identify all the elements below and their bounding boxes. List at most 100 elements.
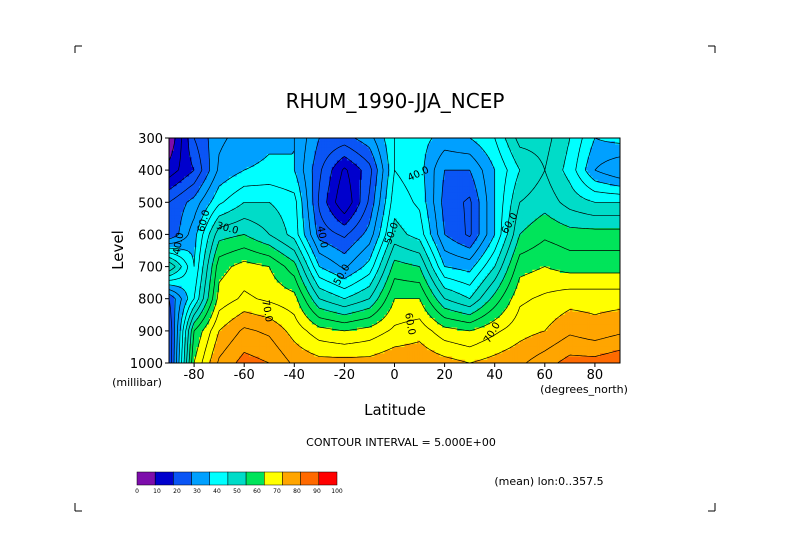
field-cell — [389, 218, 393, 223]
field-cell — [349, 215, 353, 219]
field-cell — [562, 202, 566, 207]
field-cell — [502, 170, 506, 174]
field-cell — [301, 141, 305, 146]
field-cell — [507, 179, 511, 184]
field-cell — [589, 141, 594, 146]
field-cell — [504, 147, 508, 152]
field-cell — [214, 215, 218, 219]
field-cell — [399, 202, 403, 207]
field-cell — [522, 199, 526, 203]
field-cell — [402, 189, 406, 194]
field-cell — [477, 166, 481, 171]
field-cell — [612, 138, 616, 142]
field-cell — [261, 218, 265, 223]
field-cell — [612, 215, 616, 219]
field-cell — [261, 189, 265, 194]
field-cell — [356, 186, 361, 191]
field-cell — [504, 183, 508, 187]
field-cell — [254, 192, 258, 197]
field-cell — [379, 141, 383, 146]
field-cell — [209, 192, 213, 197]
field-cell — [234, 138, 238, 142]
field-cell — [284, 199, 288, 203]
field-cell — [331, 205, 335, 210]
field-cell — [204, 141, 208, 146]
field-cell — [349, 208, 353, 213]
field-cell — [389, 138, 393, 142]
field-cell — [346, 176, 350, 181]
field-cell — [204, 150, 208, 155]
field-cell — [229, 215, 233, 219]
field-cell — [457, 186, 461, 191]
field-cell — [394, 224, 398, 229]
field-cell — [589, 147, 594, 152]
field-cell — [554, 154, 558, 158]
field-cell — [214, 166, 218, 171]
field-cell — [319, 224, 323, 229]
field-cell — [419, 166, 423, 171]
field-cell — [514, 160, 518, 165]
field-cell — [447, 176, 451, 181]
field-cell — [552, 170, 556, 174]
field-cell — [291, 147, 295, 152]
field-cell — [294, 215, 298, 219]
field-cell — [449, 138, 453, 142]
field-cell — [256, 150, 260, 155]
field-cell — [329, 179, 333, 184]
field-cell — [594, 163, 599, 168]
field-cell — [454, 221, 458, 226]
field-cell — [369, 150, 373, 155]
field-cell — [336, 176, 340, 181]
field-cell — [477, 154, 481, 158]
field-cell — [499, 141, 503, 146]
field-cell — [374, 205, 378, 210]
field-cell — [316, 138, 320, 142]
field-cell — [196, 160, 200, 165]
field-cell — [219, 154, 223, 158]
field-cell — [527, 195, 531, 200]
field-cell — [614, 138, 619, 142]
field-cell — [244, 224, 248, 229]
field-cell — [271, 147, 275, 152]
field-cell — [224, 147, 228, 152]
field-cell — [349, 147, 353, 152]
field-cell — [562, 157, 566, 162]
field-cell — [614, 170, 619, 174]
field-cell — [509, 176, 513, 181]
field-cell — [552, 202, 556, 207]
field-cell — [281, 173, 285, 178]
field-cell — [211, 150, 215, 155]
field-cell — [289, 141, 293, 146]
field-cell — [249, 195, 253, 200]
field-cell — [354, 221, 358, 226]
field-cell — [497, 144, 501, 149]
field-cell — [346, 224, 350, 229]
field-cell — [331, 186, 335, 191]
field-cell — [276, 147, 280, 152]
field-cell — [542, 144, 546, 149]
field-cell — [459, 170, 463, 174]
field-cell — [399, 154, 403, 158]
field-cell — [404, 192, 408, 197]
field-cell — [419, 138, 423, 142]
field-cell — [251, 138, 255, 142]
field-cell — [366, 173, 371, 178]
field-cell — [221, 150, 225, 155]
field-cell — [452, 189, 456, 194]
field-cell — [241, 199, 245, 203]
field-cell — [617, 186, 620, 191]
field-cell — [609, 170, 614, 174]
field-cell — [181, 195, 185, 200]
field-cell — [559, 141, 563, 146]
field-cell — [301, 176, 305, 181]
field-cell — [261, 211, 265, 216]
field-cell — [482, 208, 486, 213]
field-cell — [434, 199, 438, 203]
field-cell — [244, 144, 248, 149]
field-cell — [584, 199, 589, 203]
field-cell — [612, 147, 616, 152]
field-cell — [309, 224, 313, 229]
field-cell — [574, 199, 579, 203]
field-cell — [612, 150, 616, 155]
field-cell — [424, 144, 428, 149]
